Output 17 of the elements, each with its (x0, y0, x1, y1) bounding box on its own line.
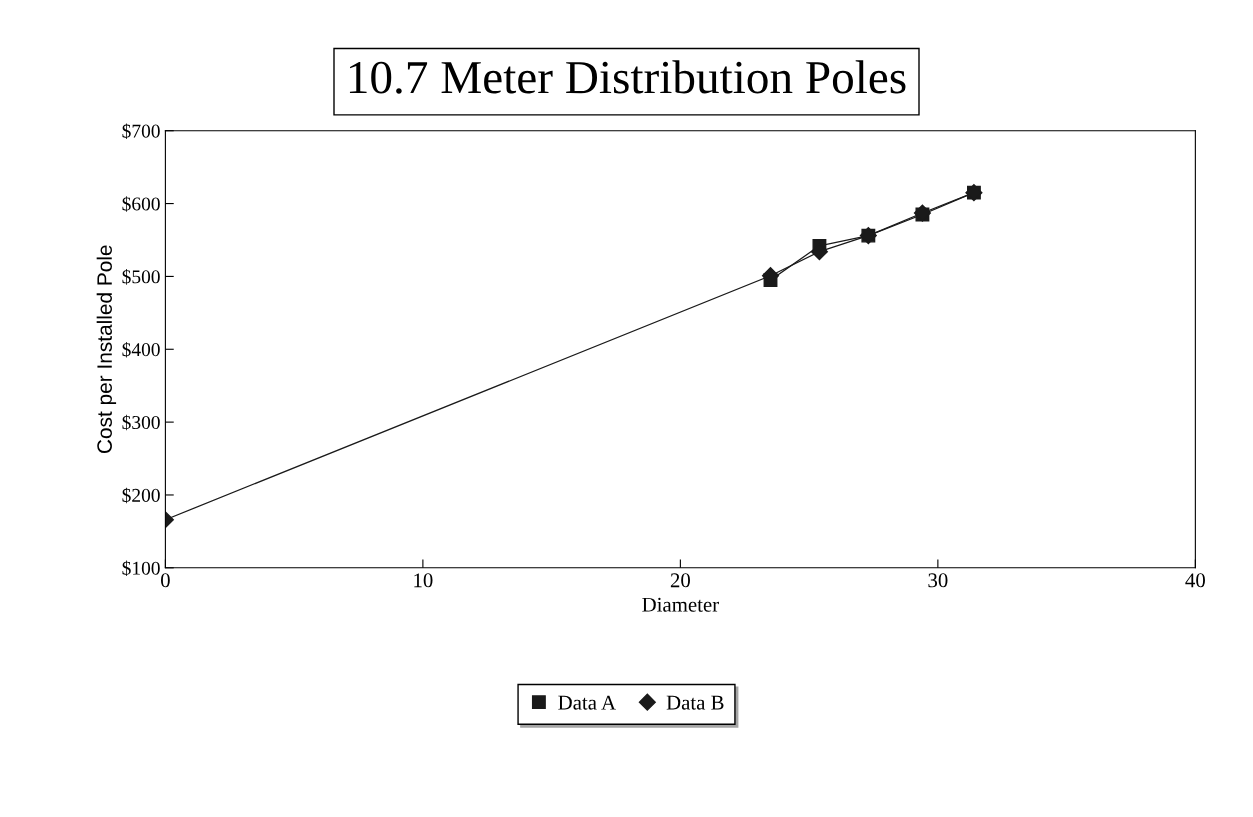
x-tick-label: 0 (160, 573, 170, 588)
y-tick-label: $600 (122, 196, 160, 212)
legend-label: Data A (558, 695, 616, 710)
x-tick-label: 30 (928, 573, 948, 588)
legend-label: Data B (666, 695, 724, 710)
y-axis-title: Cost per Installed Pole (96, 245, 117, 454)
y-tick-label: $300 (122, 414, 160, 431)
x-tick-label: 10 (414, 573, 433, 588)
y-tick-label: $400 (122, 341, 160, 358)
x-tick-label: 40 (1185, 573, 1205, 588)
chart-title: 10.7 Meter Distribution Poles (349, 60, 906, 94)
y-tick-label: $100 (122, 560, 160, 577)
x-axis-title: Diameter (642, 597, 719, 612)
y-tick-label: $700 (122, 123, 160, 139)
y-tick-label: $200 (122, 487, 160, 504)
x-tick-label: 20 (670, 573, 690, 588)
y-tick-label: $500 (122, 269, 160, 285)
